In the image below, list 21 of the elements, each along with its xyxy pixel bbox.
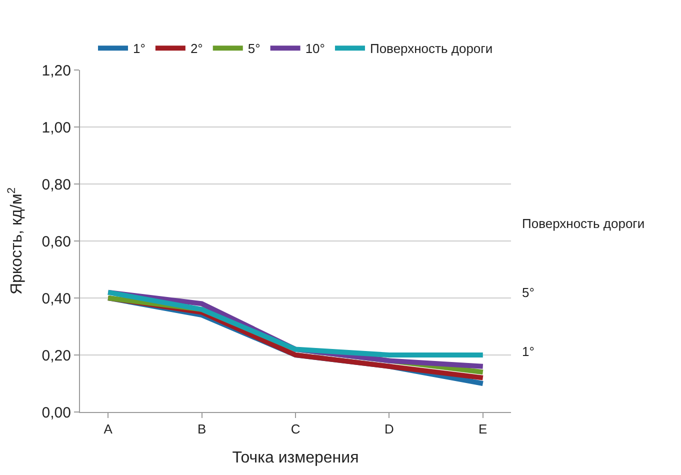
x-tick-label: D bbox=[384, 422, 394, 437]
text: 5° bbox=[522, 285, 534, 300]
y-tick-label: 1,20 bbox=[42, 62, 71, 80]
x-tick-label: E bbox=[478, 422, 488, 437]
legend-label: 1° bbox=[133, 41, 146, 56]
y-tick-label: 0,20 bbox=[42, 347, 71, 364]
x-tick-label: B bbox=[197, 422, 206, 437]
legend-label: 5° bbox=[248, 41, 260, 56]
text: 1° bbox=[522, 344, 534, 359]
y-tick-label: 0,00 bbox=[42, 404, 71, 422]
x-tick-label: A bbox=[104, 422, 113, 437]
y-tick-label: 0,40 bbox=[42, 290, 71, 308]
x-axis-title: Точка измерения bbox=[232, 449, 359, 466]
y-tick-label: 1,00 bbox=[42, 119, 71, 136]
y-tick-label: 0,60 bbox=[42, 233, 71, 250]
legend-label: Поверхность дороги bbox=[370, 41, 493, 56]
text: Поверхность дороги bbox=[522, 216, 645, 231]
x-tick-label: C bbox=[290, 422, 300, 437]
legend-label: 2° bbox=[190, 41, 203, 56]
y-tick-label: 0,80 bbox=[42, 176, 71, 194]
legend-label: 10° bbox=[305, 41, 325, 56]
